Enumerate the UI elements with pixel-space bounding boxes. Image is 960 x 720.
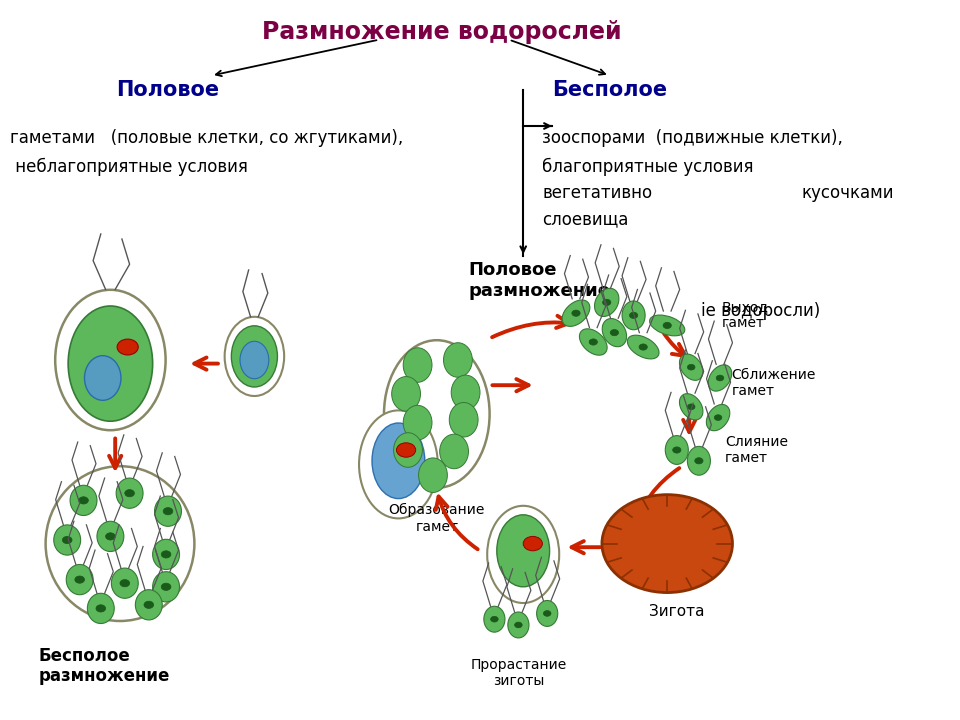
- Ellipse shape: [153, 572, 180, 602]
- Text: Бесполое
размножение: Бесполое размножение: [38, 647, 170, 685]
- Circle shape: [144, 601, 154, 608]
- Circle shape: [589, 339, 597, 345]
- Ellipse shape: [70, 485, 97, 516]
- Text: Образование
гамет: Образование гамет: [389, 503, 485, 534]
- Ellipse shape: [392, 377, 420, 411]
- Text: Половое
размножение: Половое размножение: [468, 261, 611, 300]
- Circle shape: [96, 605, 106, 612]
- Ellipse shape: [372, 423, 424, 499]
- Ellipse shape: [155, 496, 181, 526]
- Ellipse shape: [55, 290, 166, 431]
- Circle shape: [125, 490, 134, 497]
- Text: Размножение водорослей: Размножение водорослей: [262, 20, 621, 45]
- Circle shape: [543, 611, 551, 616]
- Ellipse shape: [135, 590, 162, 620]
- Circle shape: [106, 533, 115, 540]
- Ellipse shape: [602, 318, 627, 347]
- Ellipse shape: [444, 343, 472, 377]
- Circle shape: [611, 330, 618, 336]
- Circle shape: [161, 551, 171, 558]
- Text: ie водоросли): ie водоросли): [701, 302, 820, 320]
- Circle shape: [673, 447, 681, 453]
- Circle shape: [630, 312, 637, 318]
- Ellipse shape: [111, 568, 138, 598]
- Text: Бесполое: Бесполое: [552, 80, 667, 100]
- Ellipse shape: [451, 375, 480, 410]
- Circle shape: [161, 583, 171, 590]
- Ellipse shape: [665, 436, 688, 464]
- Ellipse shape: [622, 301, 645, 330]
- Ellipse shape: [497, 515, 549, 587]
- Text: Слияние
гамет: Слияние гамет: [725, 435, 788, 465]
- Ellipse shape: [707, 405, 730, 431]
- Circle shape: [663, 323, 671, 328]
- Ellipse shape: [66, 564, 93, 595]
- Text: вегетативно: вегетативно: [542, 184, 653, 202]
- Ellipse shape: [394, 433, 422, 467]
- Text: кусочками: кусочками: [802, 184, 894, 202]
- Circle shape: [639, 344, 647, 350]
- Circle shape: [716, 375, 724, 381]
- Ellipse shape: [153, 539, 180, 570]
- Ellipse shape: [687, 446, 710, 475]
- Ellipse shape: [231, 325, 277, 387]
- Ellipse shape: [45, 467, 194, 621]
- Circle shape: [602, 495, 732, 593]
- Circle shape: [396, 443, 416, 457]
- Ellipse shape: [650, 315, 684, 336]
- Text: слоевища: слоевища: [542, 210, 629, 228]
- Ellipse shape: [628, 336, 659, 359]
- Circle shape: [79, 497, 88, 504]
- Ellipse shape: [419, 458, 447, 492]
- Text: Сближение
гамет: Сближение гамет: [732, 368, 816, 398]
- Ellipse shape: [97, 521, 124, 552]
- Ellipse shape: [594, 288, 619, 317]
- Circle shape: [695, 458, 703, 464]
- Circle shape: [120, 580, 130, 587]
- Ellipse shape: [563, 300, 589, 326]
- Ellipse shape: [680, 394, 703, 420]
- Text: гаметами   (половые клетки, со жгутиками),: гаметами (половые клетки, со жгутиками),: [10, 130, 403, 148]
- Ellipse shape: [440, 434, 468, 469]
- Ellipse shape: [225, 317, 284, 396]
- Ellipse shape: [68, 306, 153, 421]
- Circle shape: [603, 300, 611, 305]
- Ellipse shape: [384, 341, 490, 488]
- Ellipse shape: [508, 612, 529, 638]
- Circle shape: [62, 536, 72, 544]
- Circle shape: [491, 616, 498, 622]
- Ellipse shape: [87, 593, 114, 624]
- Circle shape: [687, 364, 695, 370]
- Text: Выход
гамет: Выход гамет: [722, 300, 769, 330]
- Ellipse shape: [116, 478, 143, 508]
- Text: неблагоприятные условия: неблагоприятные условия: [10, 158, 248, 176]
- Text: Прорастание
зиготы: Прорастание зиготы: [470, 658, 566, 688]
- Ellipse shape: [537, 600, 558, 626]
- Circle shape: [687, 404, 695, 410]
- Circle shape: [75, 576, 84, 583]
- Ellipse shape: [84, 356, 121, 400]
- Ellipse shape: [240, 341, 269, 379]
- Ellipse shape: [488, 505, 559, 603]
- Ellipse shape: [403, 348, 432, 382]
- Circle shape: [515, 622, 522, 628]
- Ellipse shape: [580, 329, 607, 355]
- Text: Половое: Половое: [116, 80, 220, 100]
- Ellipse shape: [449, 402, 478, 437]
- Text: Зигота: Зигота: [649, 605, 705, 619]
- Circle shape: [163, 508, 173, 515]
- Circle shape: [572, 310, 580, 316]
- Circle shape: [523, 536, 542, 551]
- Circle shape: [117, 339, 138, 355]
- Ellipse shape: [403, 405, 432, 440]
- Ellipse shape: [680, 354, 703, 380]
- Circle shape: [714, 415, 722, 420]
- Text: благоприятные условия: благоприятные условия: [542, 158, 754, 176]
- Ellipse shape: [54, 525, 81, 555]
- Text: зооспорами  (подвижные клетки),: зооспорами (подвижные клетки),: [542, 130, 843, 148]
- Ellipse shape: [708, 365, 732, 391]
- Ellipse shape: [359, 410, 438, 518]
- Ellipse shape: [484, 606, 505, 632]
